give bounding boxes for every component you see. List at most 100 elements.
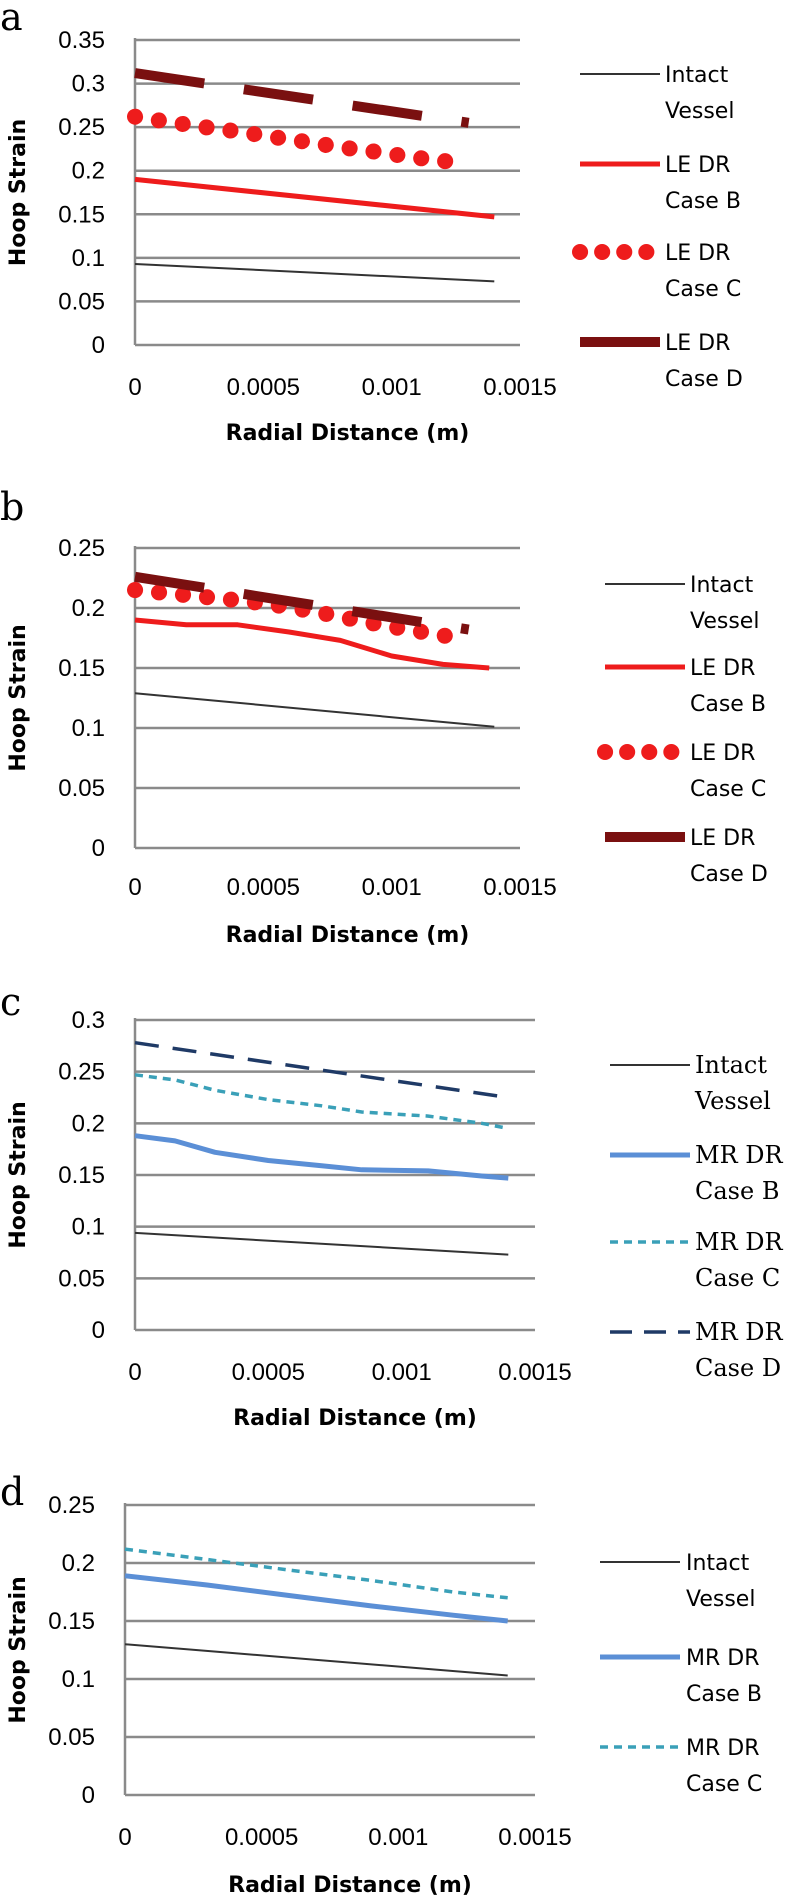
y-tick-label: 0.15 (58, 201, 105, 228)
y-tick-label: 0.15 (58, 1162, 105, 1189)
chart-panel-c: c 0 0.05 0.1 0.15 0.2 0.25 0.3 0 0.0005 0.001 0.001… (0, 980, 784, 1431)
y-axis-title: Hoop Strain (6, 624, 31, 771)
legend-label: Intact (665, 63, 729, 88)
y-tick-label: 0.1 (72, 715, 105, 742)
legend-label: Case B (665, 189, 741, 214)
x-tick-label: 0.0015 (498, 1824, 571, 1851)
series-line-intact-vessel (124, 1643, 508, 1677)
y-tick-label: 0.25 (58, 114, 105, 141)
y-tick-label: 0.1 (62, 1666, 95, 1693)
x-tick-label: 0 (128, 874, 141, 901)
y-tick-label: 0.3 (72, 1007, 105, 1034)
legend-label: LE DR (690, 826, 755, 851)
legend-label: Case D (695, 1354, 781, 1382)
legend-label: Vessel (665, 99, 734, 124)
x-axis-title: Radial Distance (m) (226, 923, 470, 948)
y-tick-label: 0.3 (72, 71, 105, 98)
y-tick-label: 0.25 (58, 1059, 105, 1086)
y-tick-label: 0.25 (58, 535, 105, 562)
legend-label: Vessel (690, 609, 759, 634)
y-tick-label: 0.05 (58, 1265, 105, 1292)
legend-label: Case D (690, 862, 768, 887)
chart-panel-a: a 0 0.05 0.1 0.15 0.2 0.25 0.3 0.35 0 0.0005 0.001 0… (0, 0, 743, 446)
y-tick-label: 0 (92, 835, 105, 862)
x-axis-title: Radial Distance (m) (233, 1406, 477, 1431)
y-tick-label: 0.1 (72, 245, 105, 272)
legend-label: MR DR (695, 1318, 784, 1346)
panel-letter: c (0, 980, 21, 1024)
y-axis-title: Hoop Strain (6, 1576, 31, 1723)
legend-label: MR DR (686, 1646, 760, 1671)
y-tick-label: 0.05 (58, 288, 105, 315)
series-line-mr-dr-case-c (124, 1547, 508, 1600)
legend-label: LE DR (665, 331, 730, 356)
series-line-mr-dr-case-b (134, 1133, 509, 1181)
y-tick-label: 0 (92, 1317, 105, 1344)
y-tick-label: 0.1 (72, 1214, 105, 1241)
y-tick-label: 0.15 (58, 655, 105, 682)
x-tick-label: 0.0015 (483, 874, 556, 901)
y-axis-title: Hoop Strain (6, 1101, 31, 1248)
series-line-le-dr-case-d (134, 68, 470, 128)
x-tick-label: 0 (128, 374, 141, 401)
y-tick-label: 0.2 (72, 158, 105, 185)
legend-label: LE DR (690, 656, 755, 681)
legend-label: MR DR (686, 1736, 760, 1761)
legend-label: MR DR (695, 1141, 784, 1169)
series-line-mr-dr-case-c (134, 1073, 509, 1131)
panel-letter: a (0, 0, 23, 39)
legend-label: Case B (690, 692, 766, 717)
legend-label: MR DR (695, 1228, 784, 1256)
legend-label: Vessel (686, 1587, 755, 1612)
series-line-intact-vessel (134, 263, 495, 283)
legend-label: Vessel (694, 1087, 771, 1115)
x-tick-label: 0.0005 (232, 1359, 305, 1386)
series-line-le-dr-case-b (134, 176, 495, 220)
series-line-mr-dr-case-b (124, 1573, 508, 1624)
legend-label: Intact (690, 573, 754, 598)
y-tick-label: 0.25 (48, 1492, 95, 1519)
legend-label: Case B (695, 1177, 779, 1205)
legend-label: Case B (686, 1682, 762, 1707)
x-tick-label: 0.001 (368, 1824, 428, 1851)
x-tick-label: 0 (118, 1824, 131, 1851)
series-line-intact-vessel (134, 1231, 509, 1256)
panel-letter: d (0, 1470, 24, 1514)
legend-label: LE DR (665, 241, 730, 266)
series-line-mr-dr-case-d (134, 1040, 509, 1100)
y-tick-label: 0.2 (72, 1110, 105, 1137)
y-tick-label: 0.05 (48, 1724, 95, 1751)
y-tick-label: 0.2 (62, 1550, 95, 1577)
series-line-le-dr-case-b (134, 617, 490, 671)
series-line-le-dr-case-d (134, 571, 470, 635)
x-tick-label: 0.0005 (227, 874, 300, 901)
legend-label: LE DR (690, 741, 755, 766)
chart-panel-b: b 0 0.05 0.1 0.15 0.2 0.25 0 0.0005 0.001 0.0015 Ra… (0, 485, 768, 948)
legend-label: Intact (695, 1051, 767, 1079)
y-axis-title: Hoop Strain (6, 119, 31, 266)
series-line-le-dr-case-c (127, 582, 467, 646)
y-tick-label: 0.05 (58, 775, 105, 802)
legend-label: Case C (665, 277, 741, 302)
x-tick-label: 0.0005 (225, 1824, 298, 1851)
x-tick-label: 0.0005 (227, 374, 300, 401)
legend-label: Case C (686, 1772, 762, 1797)
x-tick-label: 0.001 (362, 374, 422, 401)
x-tick-label: 0.0015 (483, 374, 556, 401)
panel-letter: b (0, 485, 24, 529)
y-tick-label: 0 (92, 332, 105, 359)
x-tick-label: 0.0015 (498, 1359, 571, 1386)
legend-label: Intact (686, 1551, 750, 1576)
y-tick-label: 0 (82, 1782, 95, 1809)
chart-panel-d: d 0 0.05 0.1 0.15 0.2 0.25 0 0.0005 0.001 0.0015 Ra… (0, 1470, 762, 1895)
legend-label: Case C (695, 1264, 780, 1292)
y-tick-label: 0.15 (48, 1608, 95, 1635)
series-line-le-dr-case-c (127, 108, 477, 170)
series-line-intact-vessel (134, 692, 495, 728)
x-axis-title: Radial Distance (m) (228, 1873, 472, 1895)
y-tick-label: 0.2 (72, 595, 105, 622)
x-tick-label: 0.001 (372, 1359, 432, 1386)
x-tick-label: 0.001 (362, 874, 422, 901)
legend-label: LE DR (665, 153, 730, 178)
